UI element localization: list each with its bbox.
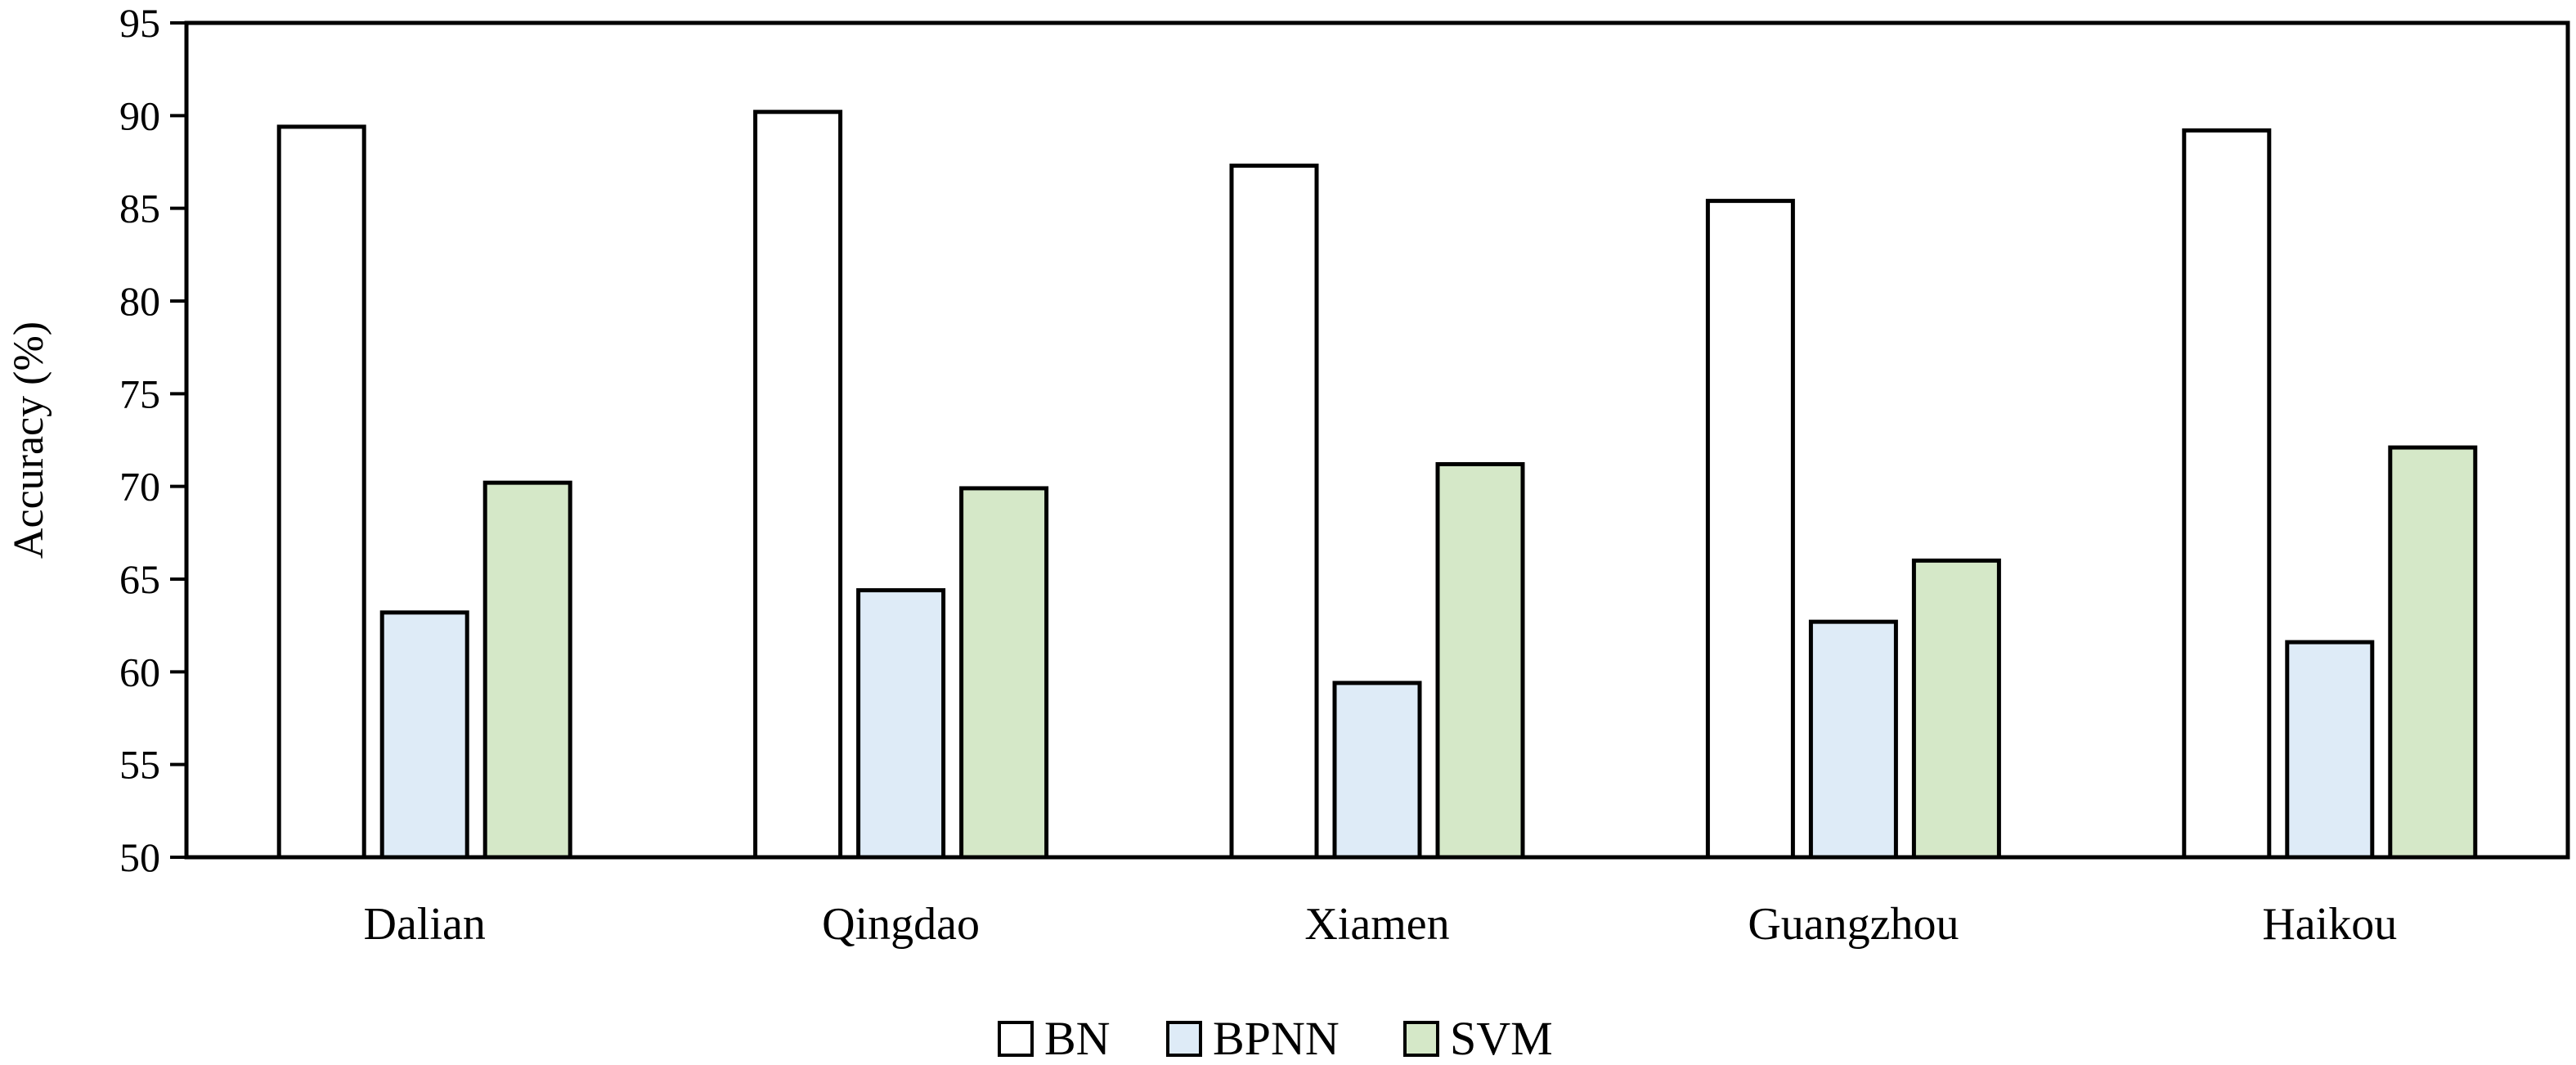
legend-label-svm: SVM: [1450, 1012, 1553, 1065]
bar-svm-xiamen: [1435, 461, 1525, 860]
bars-layer: [276, 110, 2478, 860]
bar-bpnn-qingdao: [856, 588, 946, 860]
bar-svm-qingdao: [959, 486, 1049, 860]
y-tick-label: 70: [119, 464, 160, 510]
x-category-label-qingdao: Qingdao: [822, 899, 980, 950]
legend: BN BPNN SVM: [998, 1012, 1553, 1065]
y-tick-label: 50: [119, 834, 160, 880]
y-tick-label: 80: [119, 278, 160, 324]
plot-frame: [184, 20, 2570, 860]
x-category-label-haikou: Haikou: [2262, 899, 2397, 950]
legend-swatch-bpnn: [1166, 1021, 1202, 1057]
x-category-label-dalian: Dalian: [364, 899, 486, 950]
bar-bpnn-dalian: [379, 610, 469, 860]
x-category-label-xiamen: Xiamen: [1304, 899, 1449, 950]
bar-bn-haikou: [2182, 128, 2272, 860]
legend-label-bn: BN: [1044, 1012, 1111, 1065]
bar-bn-xiamen: [1229, 164, 1319, 860]
bar-svm-guangzhou: [1911, 558, 2001, 860]
bar-bpnn-haikou: [2285, 640, 2375, 860]
bar-bpnn-xiamen: [1332, 681, 1422, 860]
y-tick-label: 90: [119, 92, 160, 138]
bar-bn-qingdao: [753, 110, 843, 860]
y-tick-label: 95: [119, 0, 160, 46]
bar-svm-dalian: [482, 480, 572, 860]
legend-swatch-svm: [1403, 1021, 1439, 1057]
bar-bn-dalian: [276, 124, 366, 860]
y-tick-label: 65: [119, 556, 160, 602]
legend-swatch-bn: [998, 1021, 1034, 1057]
bar-bpnn-guangzhou: [1808, 619, 1898, 860]
y-tick-label: 75: [119, 371, 160, 416]
bar-svm-haikou: [2388, 445, 2478, 860]
legend-label-bpnn: BPNN: [1213, 1012, 1340, 1065]
y-axis: 50 55 60 65 70 75 80 85 90 95: [119, 0, 186, 880]
y-axis-title: Accuracy (%): [6, 321, 52, 559]
x-axis: Dalian Qingdao Xiamen Guangzhou Haikou: [364, 899, 2398, 950]
bar-bn-guangzhou: [1705, 199, 1795, 860]
y-tick-label: 60: [119, 649, 160, 694]
x-category-label-guangzhou: Guangzhou: [1748, 899, 1959, 950]
y-tick-label: 55: [119, 742, 160, 788]
y-tick-label: 85: [119, 186, 160, 231]
